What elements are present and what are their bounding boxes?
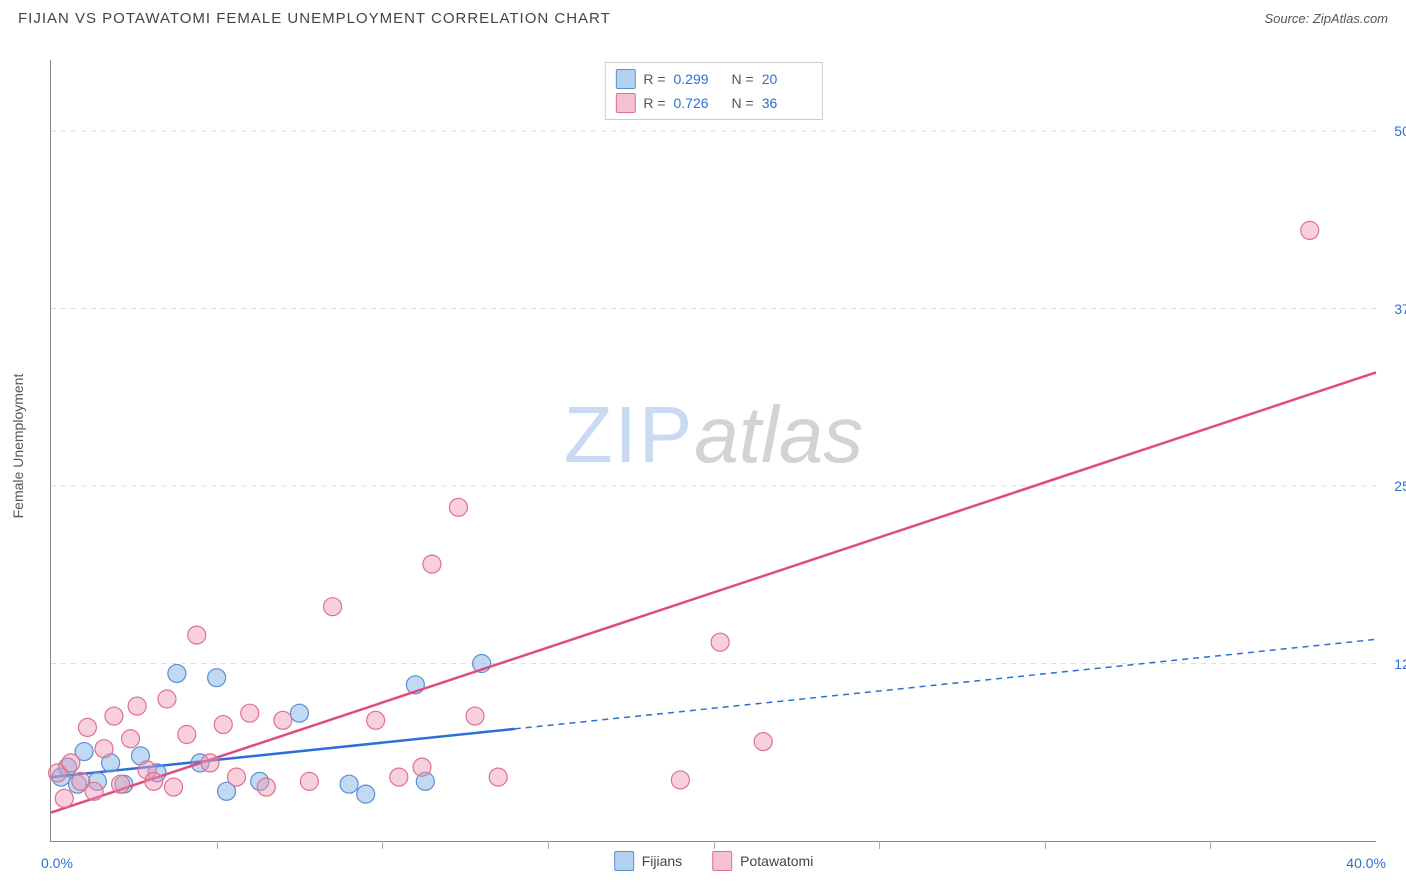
y-tick-label: 25.0% — [1394, 478, 1406, 494]
r-value-fijians: 0.299 — [674, 71, 724, 87]
x-tick — [1210, 841, 1211, 849]
legend-label-fijians: Fijians — [642, 853, 682, 869]
n-value-potawatomi: 36 — [762, 95, 812, 111]
r-label: R = — [643, 71, 665, 87]
legend-item-potawatomi: Potawatomi — [712, 851, 813, 871]
chart-svg — [51, 60, 1376, 841]
chart-title: FIJIAN VS POTAWATOMI FEMALE UNEMPLOYMENT… — [18, 10, 611, 27]
plot-area: ZIPatlas R = 0.299 N = 20 R = 0.726 N = … — [50, 60, 1376, 842]
x-axis-max-label: 40.0% — [1346, 855, 1386, 871]
x-tick — [382, 841, 383, 849]
chart-container: FIJIAN VS POTAWATOMI FEMALE UNEMPLOYMENT… — [0, 0, 1406, 892]
y-tick-label: 50.0% — [1394, 123, 1406, 139]
swatch-pink — [615, 93, 635, 113]
swatch-blue — [614, 851, 634, 871]
stats-legend-box: R = 0.299 N = 20 R = 0.726 N = 36 — [604, 62, 822, 120]
stats-row-potawatomi: R = 0.726 N = 36 — [615, 91, 811, 115]
x-tick — [714, 841, 715, 849]
legend-label-potawatomi: Potawatomi — [740, 853, 813, 869]
r-label: R = — [643, 95, 665, 111]
legend-item-fijians: Fijians — [614, 851, 682, 871]
n-label: N = — [732, 95, 754, 111]
y-axis-label: Female Unemployment — [10, 374, 26, 519]
source-attribution: Source: ZipAtlas.com — [1264, 11, 1388, 26]
x-tick — [1045, 841, 1046, 849]
y-tick-label: 12.5% — [1394, 656, 1406, 672]
x-axis-min-label: 0.0% — [41, 855, 73, 871]
title-bar: FIJIAN VS POTAWATOMI FEMALE UNEMPLOYMENT… — [0, 0, 1406, 33]
n-value-fijians: 20 — [762, 71, 812, 87]
x-tick — [548, 841, 549, 849]
bottom-legend: Fijians Potawatomi — [614, 851, 814, 871]
x-tick — [217, 841, 218, 849]
n-label: N = — [732, 71, 754, 87]
swatch-pink — [712, 851, 732, 871]
x-tick — [879, 841, 880, 849]
stats-row-fijians: R = 0.299 N = 20 — [615, 67, 811, 91]
r-value-potawatomi: 0.726 — [674, 95, 724, 111]
y-tick-label: 37.5% — [1394, 301, 1406, 317]
swatch-blue — [615, 69, 635, 89]
